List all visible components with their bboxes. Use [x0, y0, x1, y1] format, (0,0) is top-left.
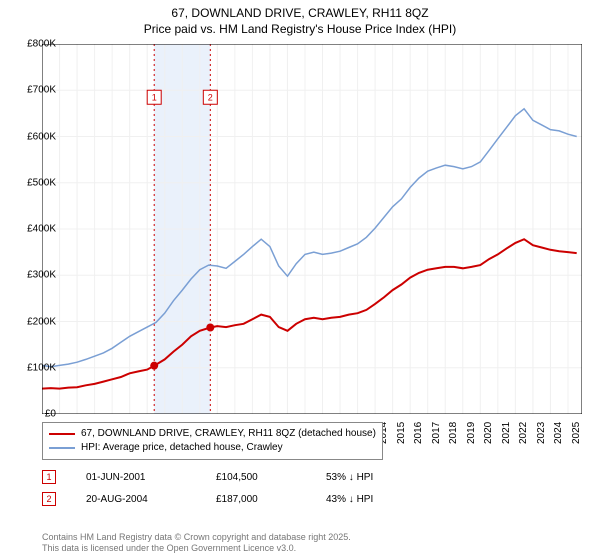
y-tick-label: £600K — [6, 131, 56, 142]
sale-delta: 53% ↓ HPI — [326, 472, 426, 483]
legend-row: HPI: Average price, detached house, Craw… — [49, 441, 376, 455]
title-line-2: Price paid vs. HM Land Registry's House … — [0, 22, 600, 38]
sale-price: £104,500 — [216, 472, 326, 483]
legend-label: 67, DOWNLAND DRIVE, CRAWLEY, RH11 8QZ (d… — [81, 427, 376, 441]
x-tick-label: 2022 — [518, 422, 529, 444]
title-block: 67, DOWNLAND DRIVE, CRAWLEY, RH11 8QZ Pr… — [0, 0, 600, 37]
x-tick-label: 2016 — [413, 422, 424, 444]
y-tick-label: £800K — [6, 39, 56, 50]
sales-row: 2 20-AUG-2004£187,00043% ↓ HPI — [42, 488, 426, 510]
sale-date: 01-JUN-2001 — [86, 472, 216, 483]
sale-delta: 43% ↓ HPI — [326, 494, 426, 505]
chart-svg: 12 — [42, 44, 582, 414]
x-tick-label: 2023 — [536, 422, 547, 444]
svg-text:2: 2 — [208, 92, 213, 102]
x-tick-label: 2018 — [448, 422, 459, 444]
chart-container: 67, DOWNLAND DRIVE, CRAWLEY, RH11 8QZ Pr… — [0, 0, 600, 560]
legend-row: 67, DOWNLAND DRIVE, CRAWLEY, RH11 8QZ (d… — [49, 427, 376, 441]
x-tick-label: 2019 — [466, 422, 477, 444]
y-tick-label: £0 — [6, 409, 56, 420]
title-line-1: 67, DOWNLAND DRIVE, CRAWLEY, RH11 8QZ — [0, 6, 600, 22]
footer-line-2: This data is licensed under the Open Gov… — [42, 543, 351, 554]
sales-table: 1 01-JUN-2001£104,50053% ↓ HPI 2 20-AUG-200… — [42, 466, 426, 510]
sale-date: 20-AUG-2004 — [86, 494, 216, 505]
sales-row: 1 01-JUN-2001£104,50053% ↓ HPI — [42, 466, 426, 488]
y-tick-label: £300K — [6, 270, 56, 281]
footer-line-1: Contains HM Land Registry data © Crown c… — [42, 532, 351, 543]
legend: 67, DOWNLAND DRIVE, CRAWLEY, RH11 8QZ (d… — [42, 422, 383, 460]
x-tick-label: 2024 — [553, 422, 564, 444]
x-tick-label: 2015 — [396, 422, 407, 444]
y-tick-label: £700K — [6, 85, 56, 96]
footer: Contains HM Land Registry data © Crown c… — [42, 532, 351, 555]
legend-label: HPI: Average price, detached house, Craw… — [81, 441, 283, 455]
sale-marker-cell: 1 — [42, 470, 56, 484]
x-tick-label: 2017 — [431, 422, 442, 444]
sale-price: £187,000 — [216, 494, 326, 505]
sale-marker-cell: 2 — [42, 492, 56, 506]
sale-dot-1 — [150, 362, 158, 370]
x-tick-label: 2020 — [483, 422, 494, 444]
legend-swatch — [49, 447, 75, 449]
y-tick-label: £100K — [6, 362, 56, 373]
sale-dot-2 — [206, 324, 214, 332]
x-tick-label: 2025 — [571, 422, 582, 444]
svg-text:1: 1 — [152, 92, 157, 102]
x-tick-label: 2021 — [501, 422, 512, 444]
y-tick-label: £500K — [6, 177, 56, 188]
legend-swatch — [49, 433, 75, 435]
y-tick-label: £200K — [6, 316, 56, 327]
y-tick-label: £400K — [6, 224, 56, 235]
